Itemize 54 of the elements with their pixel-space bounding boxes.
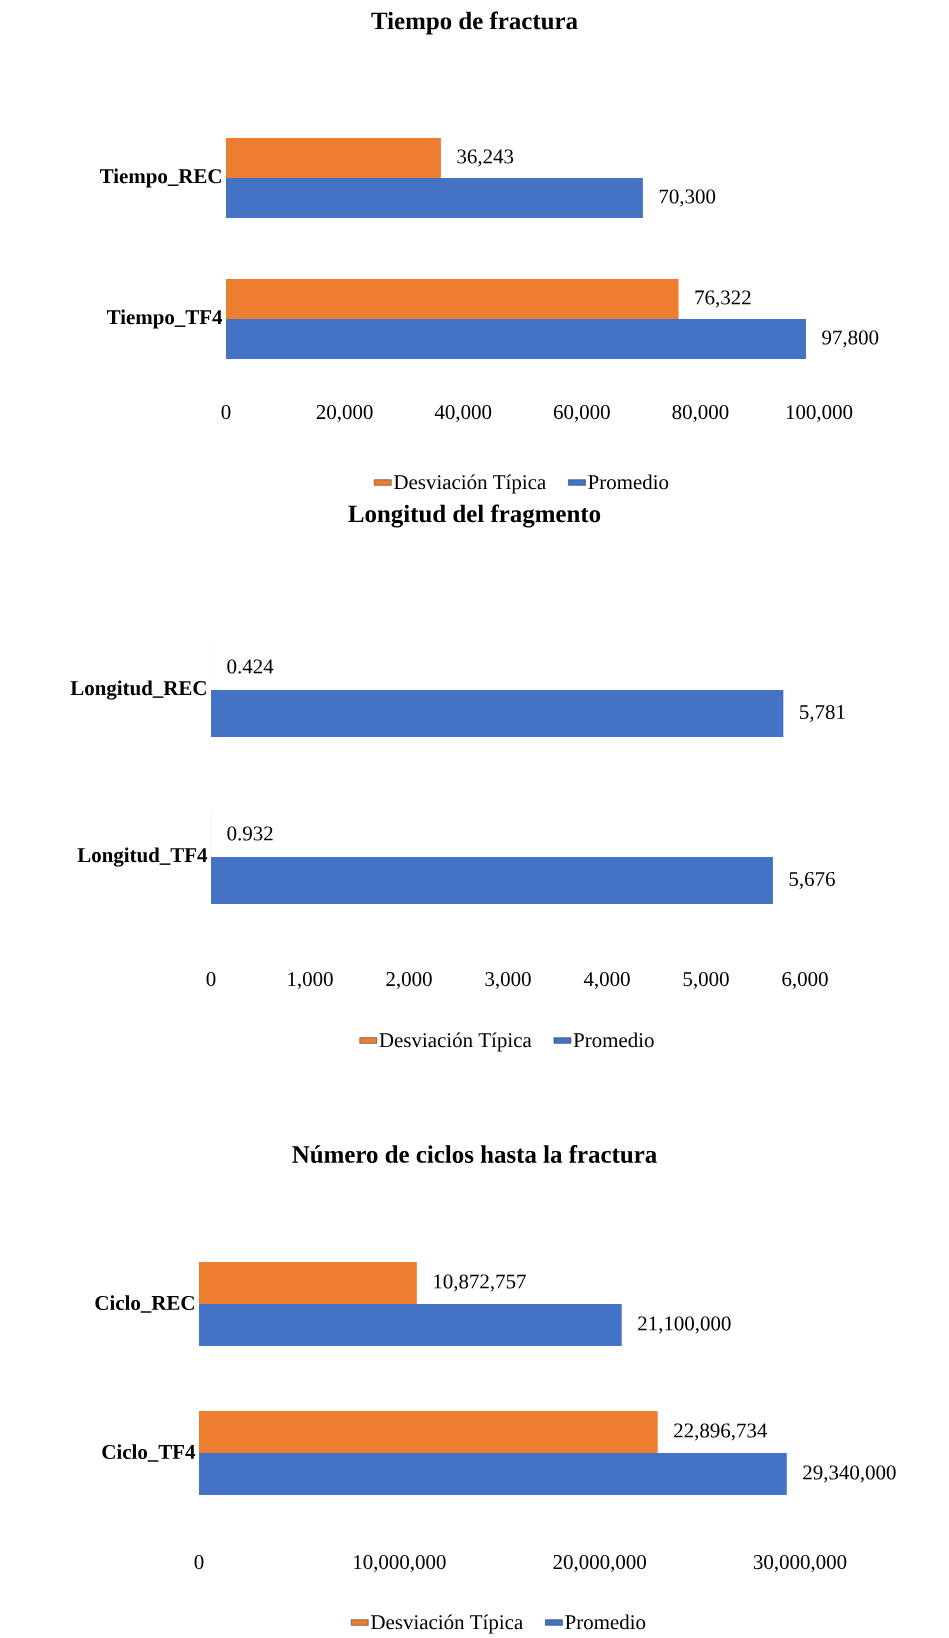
- bar: [211, 857, 773, 905]
- legend-label: Desviación Típica: [371, 1614, 523, 1634]
- x-tick-label: 10,000,000: [354, 1555, 446, 1573]
- data-label: 5,781: [800, 704, 845, 723]
- bar: [226, 319, 806, 360]
- data-label: 21,100,000: [638, 1316, 731, 1334]
- bar: [226, 138, 441, 179]
- bar: [226, 279, 679, 320]
- x-tick-label: 20,000: [316, 405, 373, 423]
- x-tick-label: 5,000: [683, 972, 729, 990]
- legend-label: Desviación Típica: [379, 1032, 532, 1052]
- data-label: 0.932: [227, 826, 273, 841]
- x-tick-label: 30,000,000: [753, 1555, 847, 1573]
- data-label: 97,800: [822, 330, 879, 348]
- x-tick-label: 80,000: [672, 405, 729, 423]
- y-tick-label: Tiempo_TF4: [106, 309, 223, 329]
- legend-label: Promedio: [588, 474, 669, 490]
- legend-label: Promedio: [565, 1614, 646, 1630]
- y-tick-label: Tiempo_REC: [99, 168, 221, 188]
- x-tick-label: 0: [194, 1555, 204, 1570]
- bar: [199, 1411, 658, 1454]
- data-label: 29,340,000: [803, 1465, 896, 1483]
- x-tick-label: 100,000: [786, 405, 853, 423]
- chart-title: Tiempo de fractura: [371, 11, 578, 35]
- x-tick-label: 1,000: [288, 972, 333, 990]
- data-label: 70,300: [659, 189, 716, 207]
- x-tick-label: 20,000,000: [553, 1555, 646, 1573]
- x-tick-label: 3,000: [485, 972, 531, 990]
- data-label: 5,676: [789, 871, 835, 890]
- x-tick-label: 2,000: [386, 972, 432, 990]
- bar: [199, 1453, 787, 1496]
- data-label: 36,243: [457, 149, 514, 167]
- x-tick-label: 40,000: [434, 405, 492, 423]
- data-label: 10,872,757: [434, 1274, 526, 1292]
- y-tick-label: Longitud_TF4: [77, 847, 208, 867]
- legend-label: Promedio: [573, 1032, 654, 1048]
- data-label: 22,896,734: [674, 1423, 768, 1441]
- legend-label: Desviación Típica: [394, 474, 546, 494]
- x-tick-label: 0: [221, 405, 231, 420]
- y-tick-label: Ciclo_TF4: [102, 1444, 196, 1462]
- x-tick-label: 6,000: [782, 972, 828, 990]
- chart-title: Longitud del fragmento: [348, 504, 601, 528]
- bar: [211, 690, 784, 738]
- y-tick-label: Ciclo_REC: [95, 1295, 194, 1313]
- bar: [199, 1262, 417, 1305]
- data-label: 76,322: [695, 290, 751, 308]
- x-tick-label: 0: [206, 972, 216, 987]
- x-tick-label: 60,000: [553, 405, 610, 423]
- bar: [226, 178, 643, 219]
- chart-title: Número de ciclos hasta la fractura: [292, 1145, 657, 1163]
- bar: [199, 1304, 622, 1347]
- x-tick-label: 4,000: [583, 972, 630, 990]
- data-label: 0.424: [227, 659, 274, 674]
- y-tick-label: Longitud_REC: [70, 680, 206, 700]
